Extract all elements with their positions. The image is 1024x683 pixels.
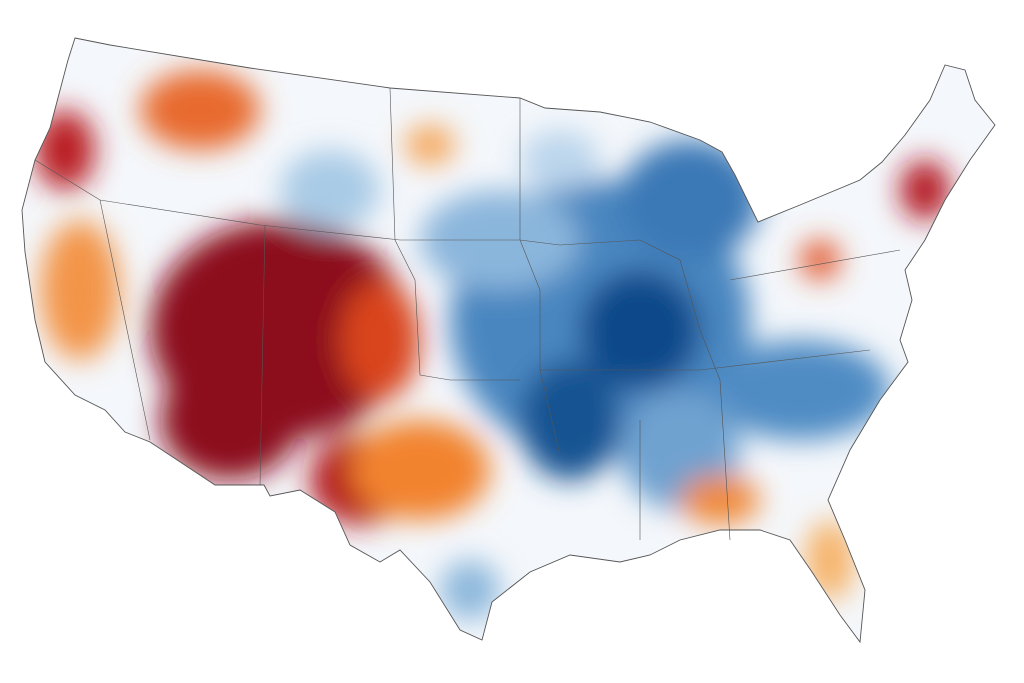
border: [519, 98, 721, 381]
blob: [35, 110, 95, 190]
border: [34, 159, 561, 456]
blob: [800, 240, 840, 280]
state-borders: [34, 87, 901, 541]
blob: [805, 520, 855, 600]
border: [389, 87, 520, 381]
blob: [350, 420, 490, 520]
blob: [620, 140, 760, 260]
border: [99, 199, 151, 441]
blob: [580, 270, 700, 390]
blob: [520, 360, 620, 480]
blob: [160, 360, 300, 480]
blob: [710, 340, 890, 440]
anomaly-blobs: [35, 70, 950, 620]
blob: [340, 280, 420, 400]
border: [259, 224, 266, 486]
blob: [440, 560, 500, 620]
blob: [520, 130, 600, 190]
blob: [140, 70, 260, 150]
blob: [280, 150, 380, 230]
border: [729, 249, 901, 281]
blob: [680, 475, 760, 525]
blob: [900, 160, 950, 220]
border: [540, 349, 871, 371]
blob: [40, 220, 120, 360]
border: [719, 379, 731, 541]
us-outline: [21, 37, 996, 644]
blob: [405, 125, 455, 165]
